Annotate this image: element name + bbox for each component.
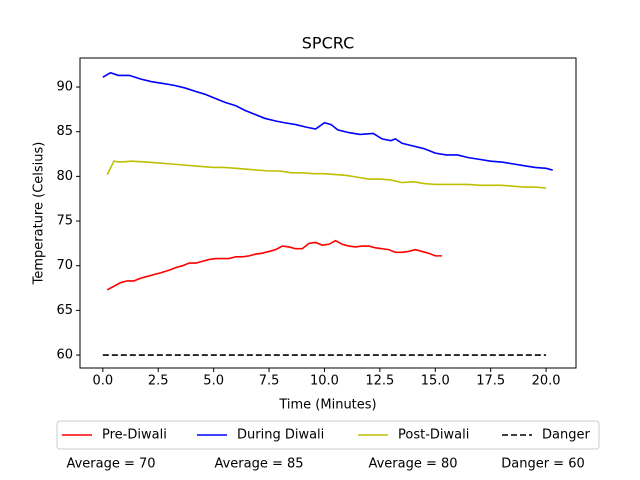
x-tick-label: 10.0 xyxy=(310,374,339,389)
plot-frame xyxy=(79,57,577,369)
y-tick-label: 90 xyxy=(56,80,73,95)
y-axis-label: Temperature (Celsius) xyxy=(32,142,47,286)
annotation: Average = 70 xyxy=(66,457,155,472)
series-line xyxy=(106,239,442,291)
y-tick-label: 75 xyxy=(56,214,73,229)
chart-title: SPCRC xyxy=(302,34,354,53)
annotation: Average = 80 xyxy=(368,457,457,472)
x-axis-label: Time (Minutes) xyxy=(278,398,376,413)
series-line xyxy=(106,160,547,189)
legend-label: During Diwali xyxy=(237,428,324,443)
legend-label: Danger xyxy=(542,428,590,443)
legend-box xyxy=(56,420,600,450)
x-tick-label: 12.5 xyxy=(365,374,394,389)
y-tick-label: 65 xyxy=(56,303,73,318)
x-tick-label: 7.5 xyxy=(259,374,280,389)
legend-label: Pre-Diwali xyxy=(102,428,167,443)
x-tick-label: 5.0 xyxy=(203,374,224,389)
x-tick-label: 0.0 xyxy=(92,374,113,389)
y-tick-label: 60 xyxy=(56,348,73,363)
x-tick-label: 17.5 xyxy=(476,374,505,389)
x-tick-label: 15.0 xyxy=(421,374,450,389)
x-tick-label: 20.0 xyxy=(532,374,561,389)
annotation: Average = 85 xyxy=(214,457,303,472)
y-tick-label: 70 xyxy=(56,258,73,273)
y-tick-label: 80 xyxy=(56,169,73,184)
legend-label: Post-Diwali xyxy=(398,428,469,443)
annotation: Danger = 60 xyxy=(501,457,585,472)
series-line xyxy=(102,71,553,171)
y-tick-label: 85 xyxy=(56,124,73,139)
x-tick-label: 2.5 xyxy=(148,374,169,389)
